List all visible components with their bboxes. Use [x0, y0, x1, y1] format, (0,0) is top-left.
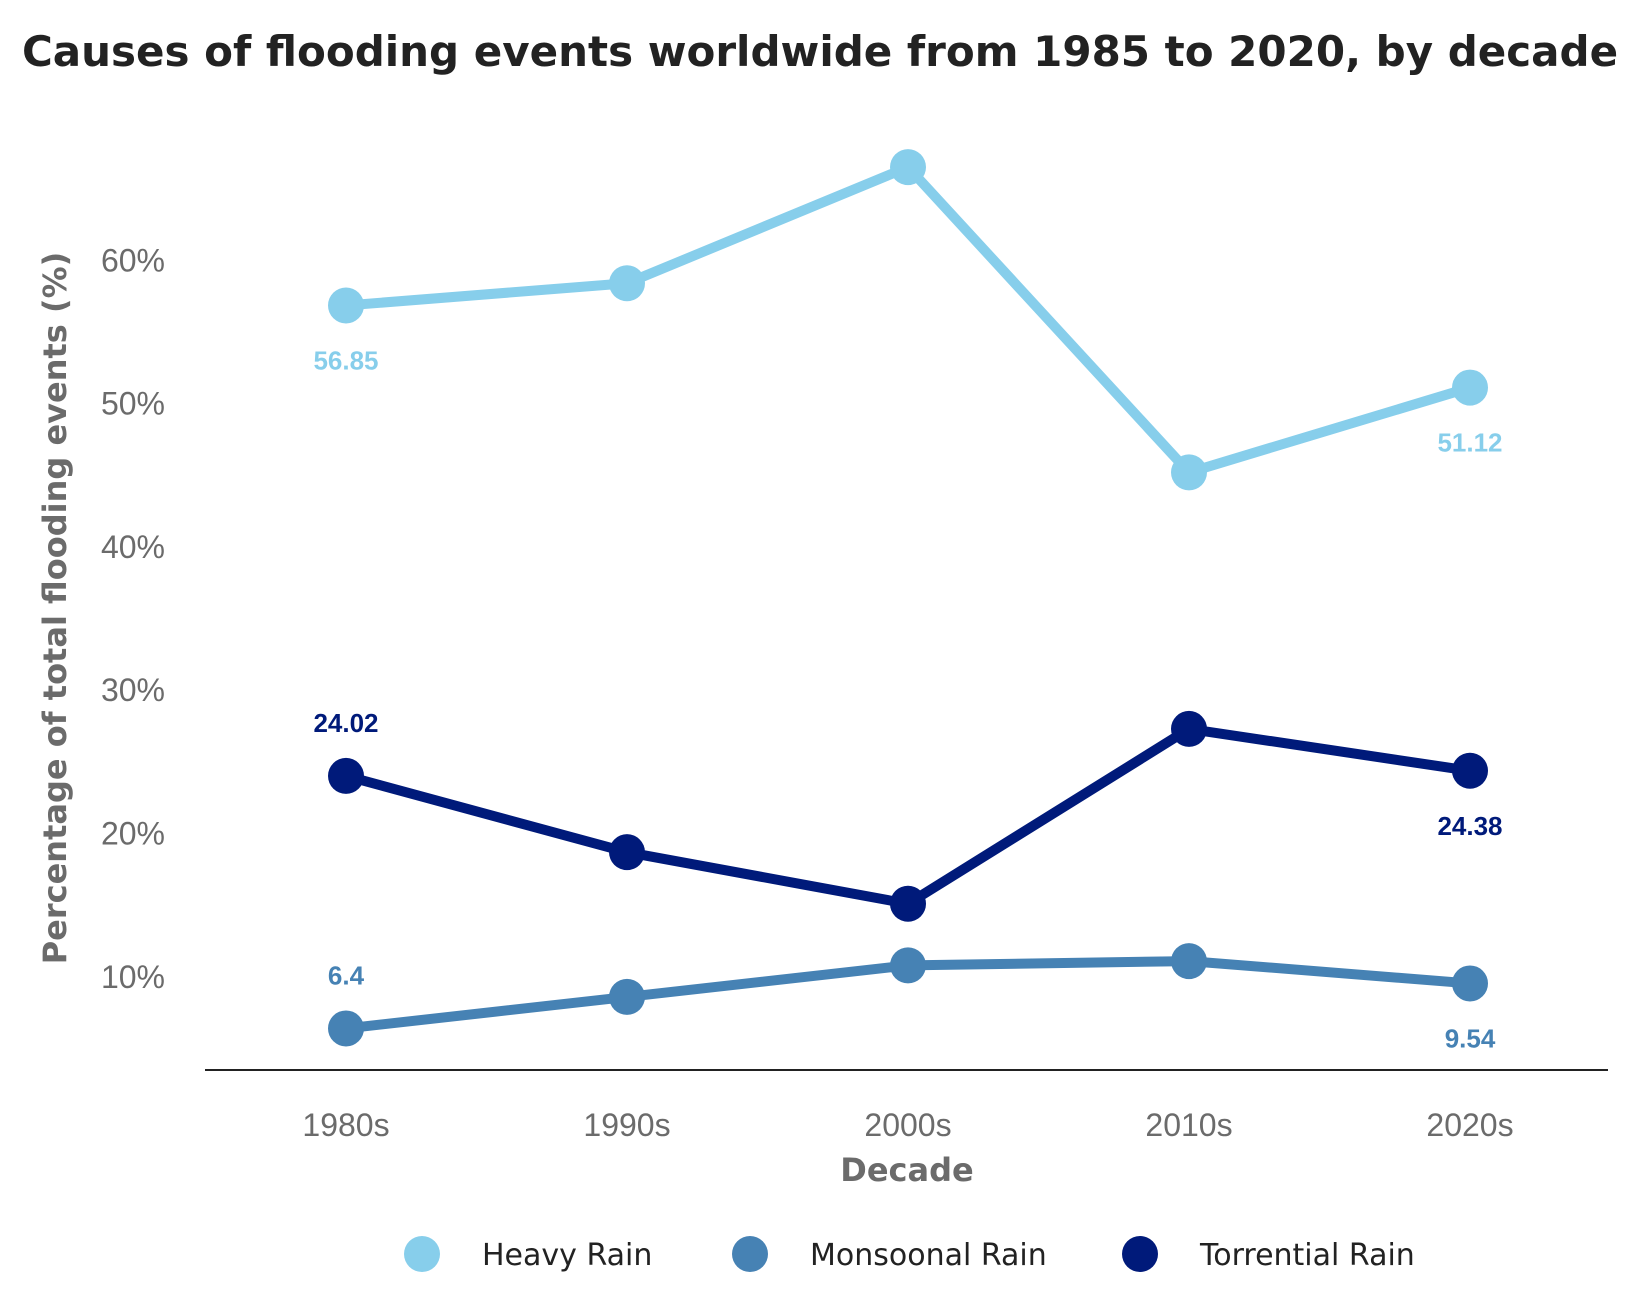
data-point-heavy-rain	[890, 149, 926, 186]
x-axis-ticks: 1980s 1990s 2000s 2010s 2020s	[302, 1107, 1513, 1143]
data-point-monsoonal-rain	[328, 1010, 364, 1047]
x-tick-label: 1980s	[302, 1107, 389, 1143]
legend-marker	[404, 1236, 440, 1272]
legend-marker	[732, 1236, 768, 1272]
legend-item-monsoonal-rain: Monsoonal Rain	[732, 1236, 1047, 1273]
y-axis-title: Percentage of total flooding events (%)	[36, 252, 74, 965]
x-axis-title: Decade	[840, 1151, 973, 1189]
x-tick-label: 1990s	[583, 1107, 670, 1143]
data-point-torrential-rain	[890, 885, 926, 922]
data-point-heavy-rain	[1452, 369, 1488, 406]
x-tick-label: 2020s	[1426, 1107, 1513, 1143]
data-label-monsoonal-rain: 9.54	[1445, 1023, 1496, 1053]
legend-label: Heavy Rain	[482, 1238, 652, 1273]
series-line-heavy-rain	[341, 162, 1475, 478]
chart-title: Causes of flooding events worldwide from…	[22, 27, 1618, 76]
legend: Heavy Rain Monsoonal Rain Torrential Rain	[404, 1236, 1415, 1273]
y-axis-ticks: 10% 20% 30% 40% 50% 60%	[101, 242, 165, 995]
series-line-torrential-rain	[341, 723, 1475, 909]
legend-label: Monsoonal Rain	[810, 1238, 1047, 1273]
data-point-heavy-rain	[1171, 454, 1207, 491]
legend-label: Torrential Rain	[1199, 1238, 1415, 1273]
data-point-monsoonal-rain	[1452, 965, 1488, 1002]
data-point-torrential-rain	[1171, 710, 1207, 747]
data-point-monsoonal-rain	[609, 978, 645, 1015]
y-tick-label: 20%	[101, 816, 165, 852]
data-label-torrential-rain: 24.02	[313, 708, 378, 738]
data-point-heavy-rain	[328, 287, 364, 324]
data-point-torrential-rain	[609, 834, 645, 871]
x-tick-label: 2000s	[864, 1107, 951, 1143]
y-tick-label: 60%	[101, 242, 165, 278]
x-tick-label: 2010s	[1145, 1107, 1232, 1143]
data-point-monsoonal-rain	[1171, 943, 1207, 980]
y-tick-label: 40%	[101, 529, 165, 565]
data-label-heavy-rain: 51.12	[1437, 428, 1502, 458]
series-layer: 56.85 51.12 6.4 9.54 24.02 24.38	[313, 149, 1503, 1053]
data-label-heavy-rain: 56.85	[313, 345, 378, 375]
series-monsoonal-rain: 6.4 9.54	[328, 943, 1496, 1053]
y-tick-label: 10%	[101, 959, 165, 995]
data-point-monsoonal-rain	[890, 947, 926, 984]
data-point-torrential-rain	[1452, 752, 1488, 789]
y-tick-label: 50%	[101, 386, 165, 422]
data-label-monsoonal-rain: 6.4	[328, 960, 365, 990]
data-point-torrential-rain	[328, 757, 364, 794]
data-label-torrential-rain: 24.38	[1437, 811, 1502, 841]
legend-item-heavy-rain: Heavy Rain	[404, 1236, 652, 1273]
series-heavy-rain: 56.85 51.12	[313, 149, 1503, 491]
y-tick-label: 30%	[101, 672, 165, 708]
legend-item-torrential-rain: Torrential Rain	[1122, 1236, 1415, 1273]
series-torrential-rain: 24.02 24.38	[313, 708, 1503, 922]
legend-marker	[1122, 1236, 1158, 1272]
data-point-heavy-rain	[609, 265, 645, 302]
